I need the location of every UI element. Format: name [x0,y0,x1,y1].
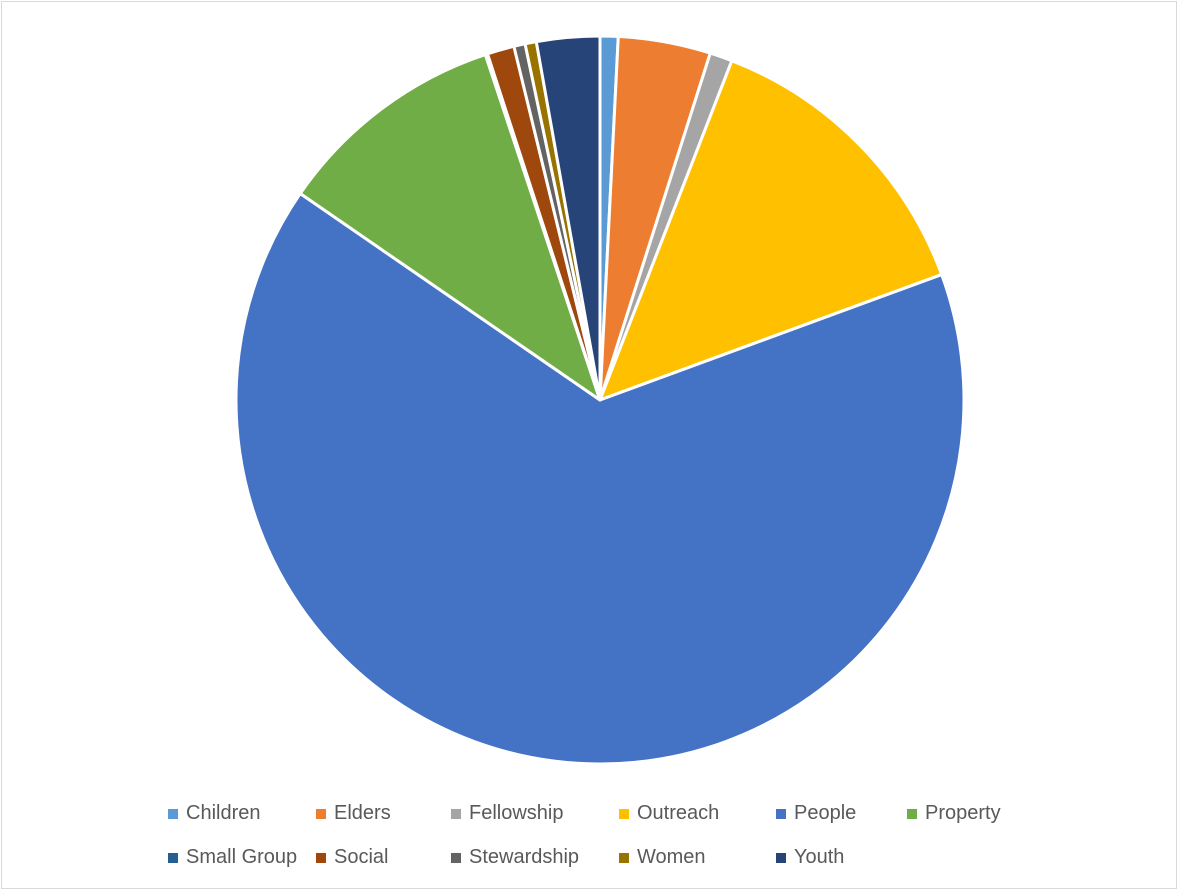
legend-item: Property [907,802,1001,825]
legend-label: People [794,802,857,824]
chart-legend: Children Elders Fellowship Outreach People Pr… [168,802,1068,890]
legend-swatch [451,808,461,819]
legend-item: Social [316,846,388,869]
legend-swatch [776,808,786,819]
legend-label: Social [334,846,389,868]
legend-item: Fellowship [451,802,563,825]
legend-swatch [451,852,461,863]
legend-item: Elders [316,802,391,825]
pie-slice-youth [534,34,602,402]
legend-swatch [316,852,326,863]
legend-label: Small Group [186,846,298,868]
legend-row: Small Group Social Stewardship Women Youth [168,846,1068,890]
legend-label: Outreach [637,802,720,824]
legend-item: Youth [776,846,844,869]
legend-label: Youth [794,846,845,868]
legend-item: Outreach [619,802,719,825]
legend-swatch [168,852,178,863]
legend-item: Small Group [168,846,297,869]
legend-label: Property [925,802,1001,824]
legend-label: Children [186,802,261,824]
legend-label: Fellowship [469,802,564,824]
legend-label: Women [637,846,706,868]
legend-swatch [619,852,629,863]
legend-item: Stewardship [451,846,579,869]
legend-item: Women [619,846,706,869]
legend-item: Children [168,802,260,825]
legend-row: Children Elders Fellowship Outreach People Pr… [168,802,1068,846]
legend-swatch [619,808,629,819]
pie-slice-property [298,53,602,402]
legend-item: People [776,802,856,825]
legend-swatch [776,852,786,863]
legend-swatch [168,808,178,819]
legend-swatch [316,808,326,819]
pie-slice-outreach [598,59,944,402]
pie-slice-people [234,192,966,766]
legend-swatch [907,808,917,819]
legend-label: Stewardship [469,846,580,868]
legend-label: Elders [334,802,391,824]
